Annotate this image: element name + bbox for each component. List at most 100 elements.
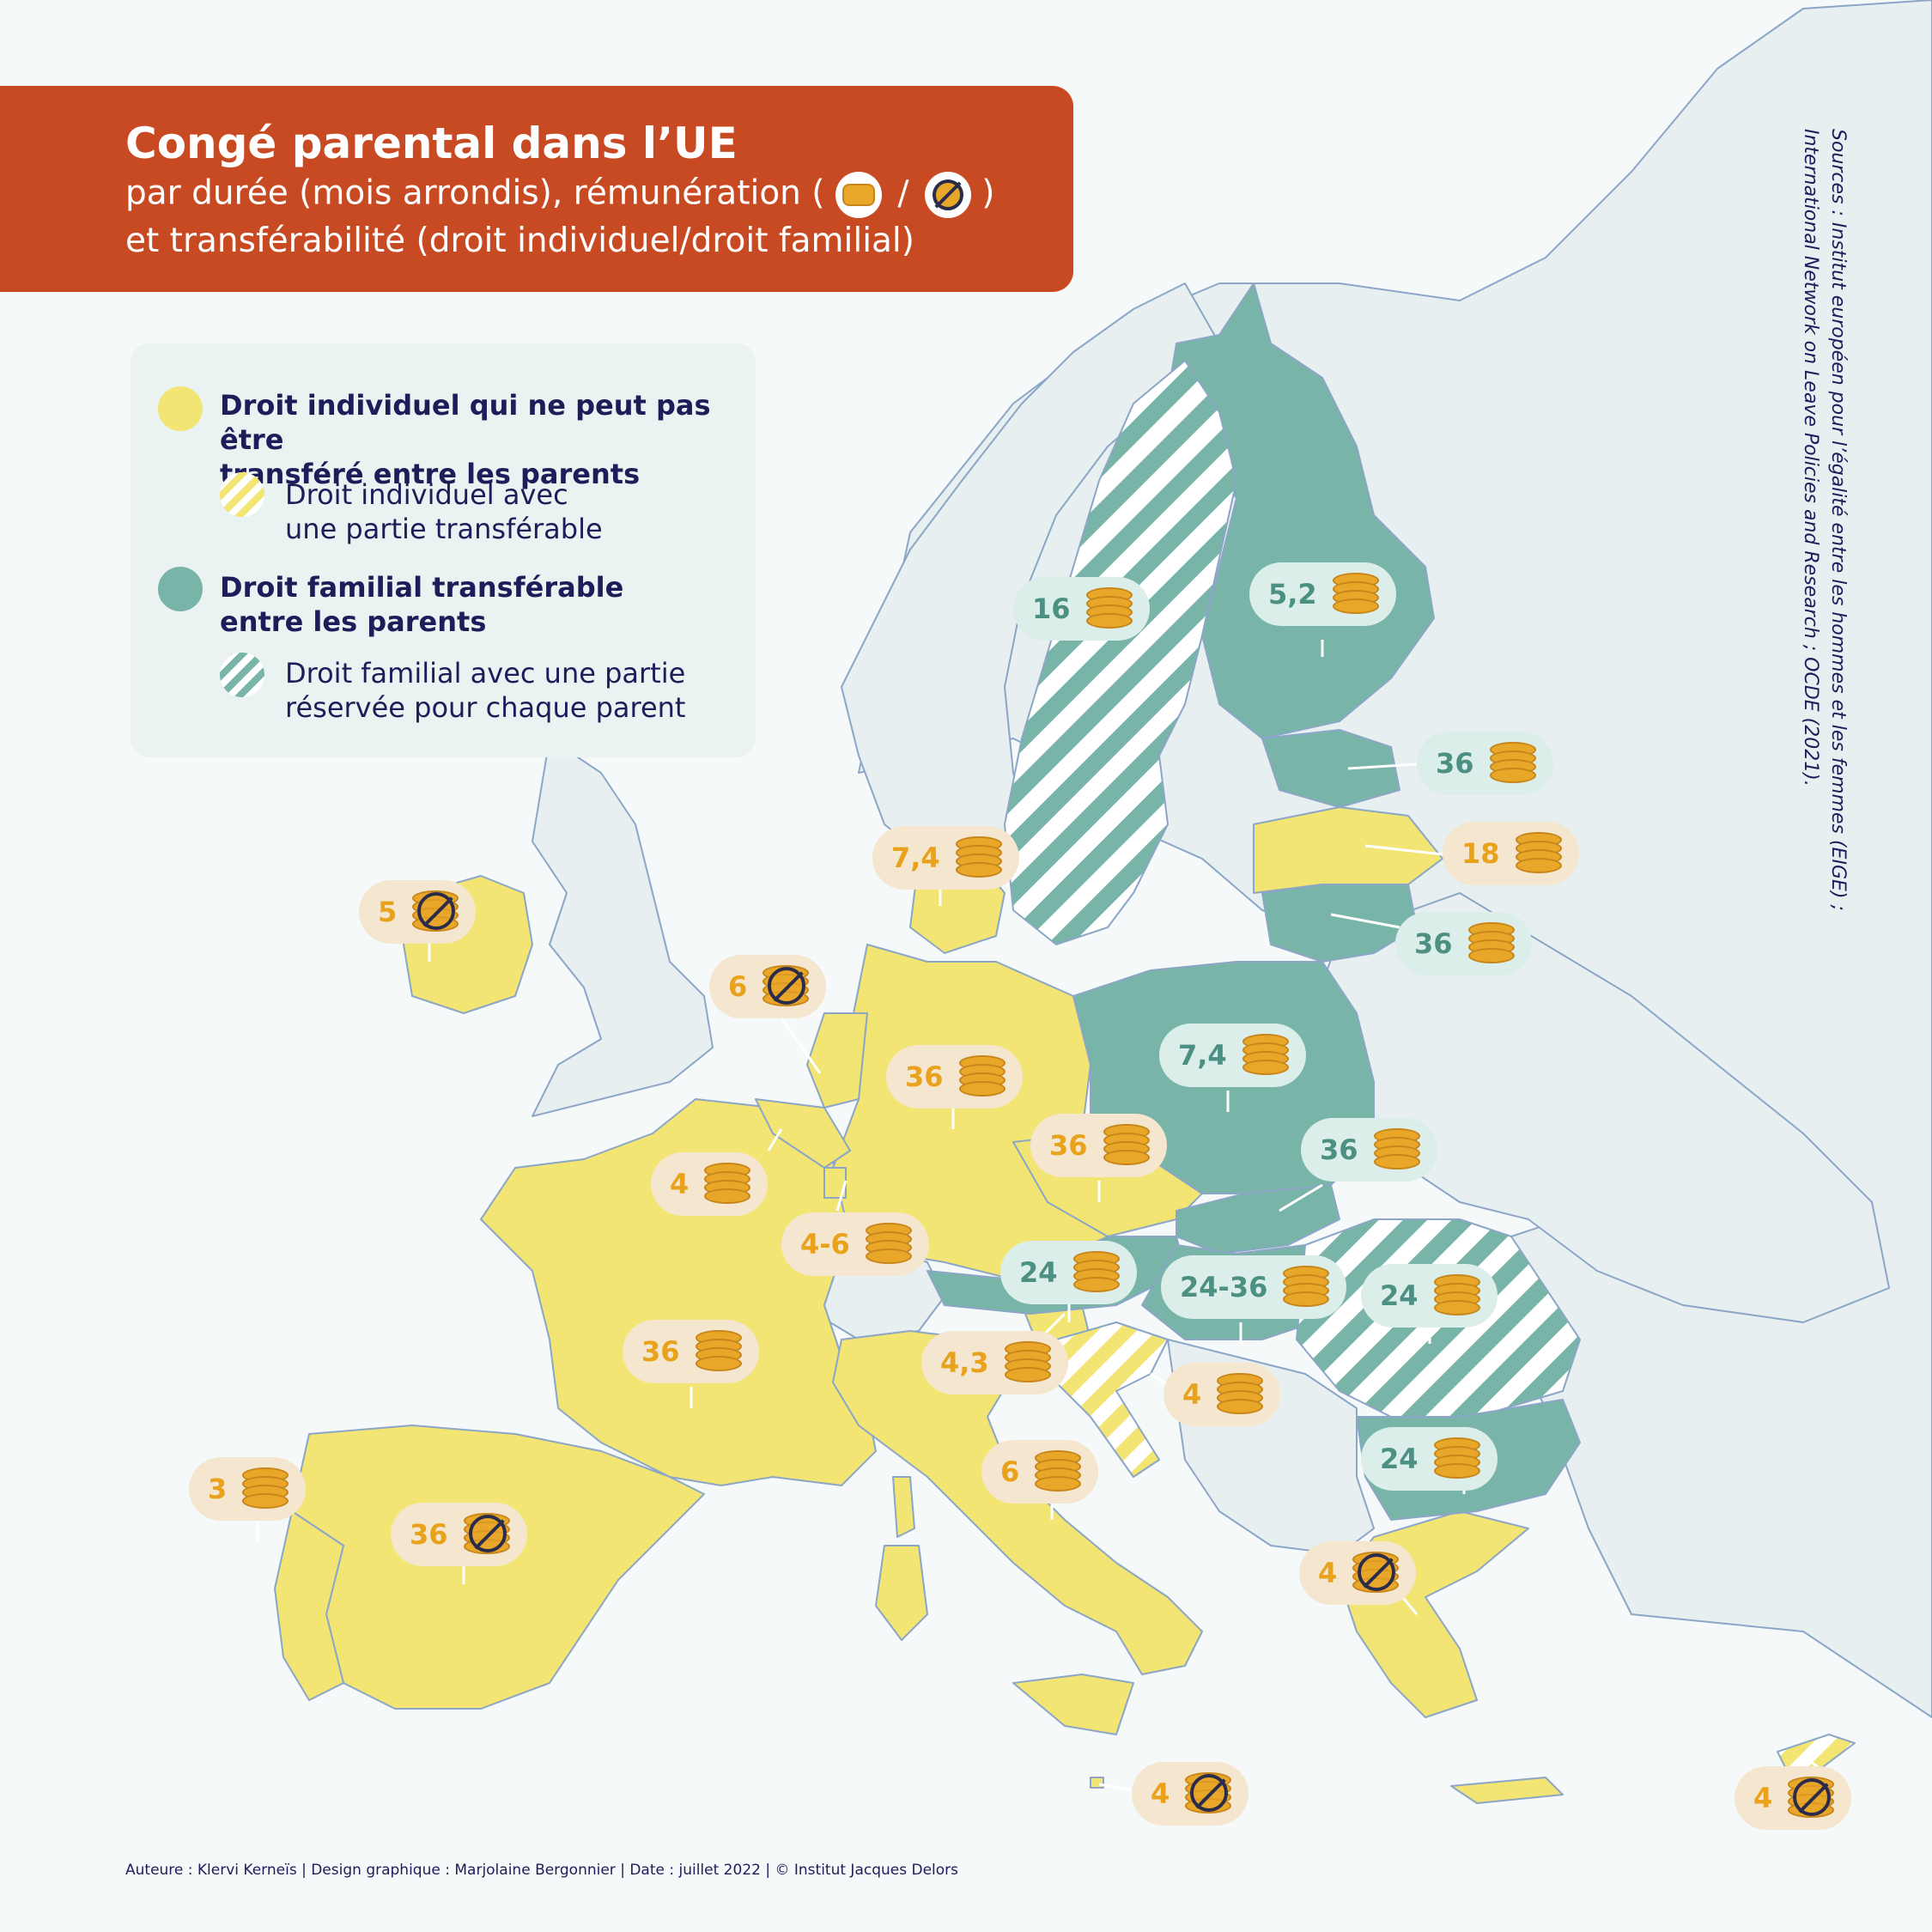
legend-individual-line-1: Droit individuel qui ne peut pas être <box>220 389 711 456</box>
badge-value: 4 <box>1753 1782 1773 1814</box>
badge-value: 36 <box>641 1335 680 1368</box>
badge-value: 24 <box>1380 1279 1419 1312</box>
great-britain <box>532 738 714 1117</box>
paid-coin-icon <box>1331 573 1381 616</box>
spain <box>291 1425 705 1710</box>
belgium <box>755 1098 851 1169</box>
badge-denmark: 7,4 <box>872 826 1019 890</box>
individual-partial-swatch <box>220 472 264 517</box>
badge-value: 4 <box>670 1168 690 1200</box>
legend-individual-partial-line-1: Droit individuel avec <box>285 478 568 511</box>
paid-coin-icon <box>1281 1266 1331 1309</box>
badge-ireland: 5 <box>359 880 477 944</box>
legend-individual: Droit individuel qui ne peut pas être tr… <box>220 388 756 491</box>
portugal <box>274 1510 344 1701</box>
badge-hungary: 24-36 <box>1161 1255 1347 1319</box>
malta <box>1090 1777 1104 1789</box>
legend-individual-line-2: transféré entre les parents <box>220 458 641 490</box>
estonia <box>1261 729 1400 808</box>
legend-family-partial: Droit familial avec une partie réservée … <box>285 656 685 725</box>
unpaid-coin-icon <box>1786 1777 1836 1820</box>
badge-value: 5 <box>378 896 398 928</box>
badge-value: 36 <box>1320 1133 1358 1166</box>
slovakia <box>1176 1184 1340 1255</box>
badge-value: 36 <box>410 1518 448 1551</box>
badge-austria: 24 <box>1000 1241 1137 1304</box>
legend-family-partial-line-1: Droit familial avec une partie <box>285 657 686 690</box>
badge-value: 4-6 <box>800 1228 850 1261</box>
paid-coin-icon <box>694 1330 744 1373</box>
sources-line-1: Sources : Institut européen pour l’égali… <box>1827 129 1849 911</box>
individual-swatch <box>158 386 203 431</box>
paid-coin-icon <box>864 1223 914 1266</box>
sources-note: Sources : Institut européen pour l’égali… <box>1796 129 1851 987</box>
badge-value: 36 <box>1049 1129 1088 1162</box>
badge-value: 4,3 <box>940 1346 989 1379</box>
unpaid-coin-icon <box>761 965 811 1008</box>
paid-coin-icon <box>1432 1437 1482 1480</box>
unpaid-coin-icon <box>924 172 971 218</box>
paid-coin-icon <box>1102 1124 1151 1167</box>
badge-portugal: 3 <box>189 1457 307 1521</box>
unpaid-coin-icon <box>1183 1772 1233 1815</box>
legend-individual-partial-line-2: une partie transférable <box>285 513 603 545</box>
badge-value: 24 <box>1019 1256 1058 1289</box>
badge-estonia: 36 <box>1417 732 1553 795</box>
map-subtitle-line-2: par durée (mois arrondis), rémunération … <box>125 172 995 218</box>
badge-france: 36 <box>623 1320 759 1383</box>
badge-value: 4 <box>1182 1378 1202 1411</box>
paid-coin-icon <box>1488 742 1538 785</box>
badge-lithuania: 36 <box>1395 912 1532 975</box>
footer-credits: Auteure : Klervi Kerneïs | Design graphi… <box>125 1862 959 1879</box>
badge-slovakia: 36 <box>1301 1118 1437 1182</box>
badge-value: 6 <box>1000 1455 1020 1488</box>
unpaid-coin-icon <box>410 890 460 933</box>
badge-belgium: 4 <box>651 1152 769 1216</box>
badge-netherlands: 6 <box>709 955 827 1018</box>
paid-coin-icon <box>1432 1274 1482 1317</box>
map-subtitle-line-3: et transférabilité (droit individuel/dro… <box>125 222 914 260</box>
sweden <box>1004 360 1237 945</box>
legend-family-line-1: Droit familial transférable <box>220 571 624 604</box>
subtitle-text-end: ) <box>981 173 995 213</box>
paid-coin-icon <box>1003 1341 1053 1384</box>
crete <box>1450 1777 1564 1804</box>
badge-malta: 4 <box>1132 1762 1249 1826</box>
paid-coin-icon <box>1372 1128 1422 1171</box>
paid-coin-icon <box>1084 587 1134 630</box>
badge-value: 36 <box>1436 747 1474 780</box>
badge-value: 5,2 <box>1268 578 1317 611</box>
paid-coin-icon <box>1033 1450 1083 1493</box>
badge-value: 4 <box>1318 1557 1338 1589</box>
badge-spain: 36 <box>391 1503 527 1566</box>
badge-value: 4 <box>1151 1777 1170 1810</box>
unpaid-coin-icon <box>1351 1552 1400 1595</box>
badge-italy: 6 <box>981 1440 1099 1504</box>
badge-czechia: 36 <box>1030 1114 1167 1177</box>
badge-value: 18 <box>1461 837 1500 870</box>
paid-coin-icon <box>957 1055 1007 1098</box>
badge-romania: 24 <box>1361 1264 1498 1327</box>
badge-latvia: 18 <box>1443 822 1579 885</box>
badge-value: 16 <box>1032 592 1071 625</box>
legend-individual-partial: Droit individuel avec une partie transfé… <box>285 477 603 546</box>
badge-germany: 36 <box>886 1045 1023 1109</box>
croatia <box>1055 1321 1169 1478</box>
subtitle-separator: / <box>897 173 909 213</box>
paid-coin-icon <box>1467 922 1516 965</box>
netherlands <box>806 1012 868 1109</box>
subtitle-text: par durée (mois arrondis), rémunération … <box>125 173 825 213</box>
paid-coin-icon <box>954 836 1004 879</box>
badge-value: 24 <box>1380 1443 1419 1475</box>
corsica <box>892 1476 915 1538</box>
badge-value: 7,4 <box>891 841 940 874</box>
legend-family-partial-line-2: réservée pour chaque parent <box>285 691 686 724</box>
badge-value: 36 <box>1414 927 1453 960</box>
badge-bulgaria: 24 <box>1361 1427 1498 1491</box>
badge-croatia: 4 <box>1163 1363 1281 1426</box>
badge-value: 36 <box>905 1060 944 1093</box>
paid-coin-icon <box>1215 1373 1265 1416</box>
badge-value: 24-36 <box>1180 1271 1268 1303</box>
badge-slovenia: 4,3 <box>921 1331 1068 1394</box>
badge-value: 6 <box>728 970 748 1003</box>
